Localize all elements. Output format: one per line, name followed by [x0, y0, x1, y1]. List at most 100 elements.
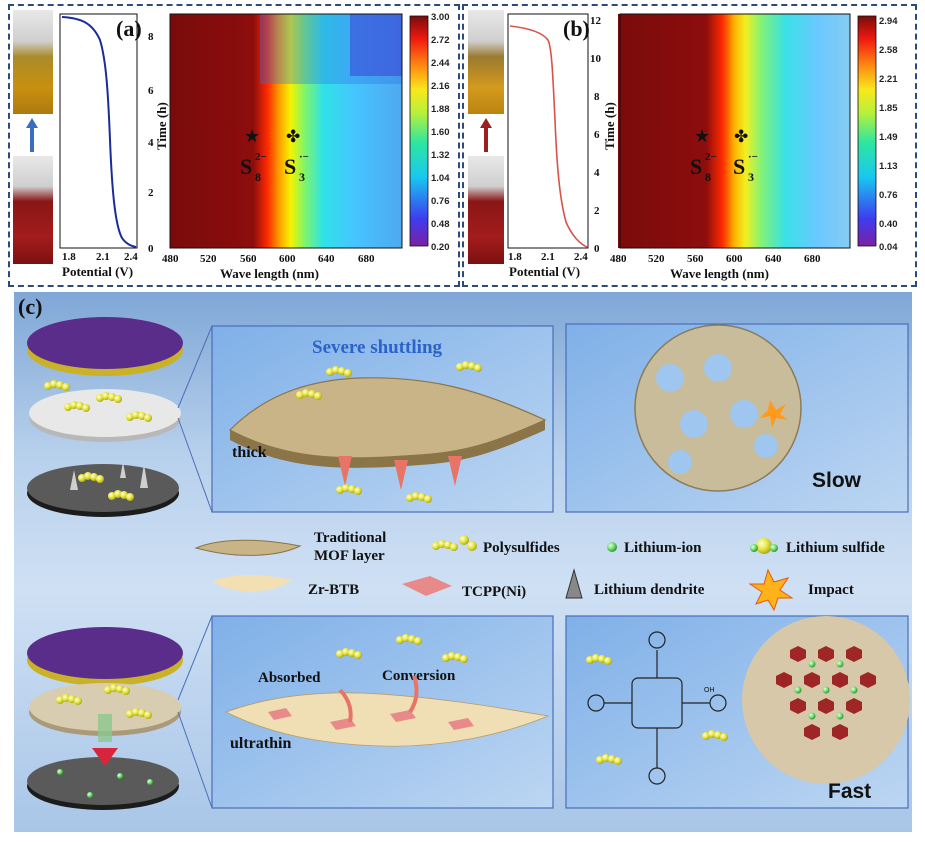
panel-b-species-1-sup: 2− — [705, 151, 717, 163]
panel-a-frame — [8, 4, 460, 287]
legend-lithium-sulfide-icon — [750, 538, 778, 554]
panel-a-photo-top — [13, 10, 53, 114]
panel-a-cb-tick-7: 1.04 — [431, 173, 450, 184]
panel-a-cb-tick-5: 1.60 — [431, 127, 450, 138]
panel-b-species-2-sup: ·− — [748, 151, 758, 163]
panel-b-species-2: S 3 ·− — [733, 151, 758, 184]
panel-b-ytick-3: 6 — [594, 129, 600, 141]
panel-b-label: (b) — [563, 16, 590, 41]
panel-a-ytick-2: 4 — [148, 137, 154, 149]
panel-a-species-1-sup: 2− — [255, 151, 267, 163]
panel-b-yticks: 0 2 4 6 8 10 12 — [590, 15, 602, 255]
panel-a-map-xlabel: Wave length (nm) — [220, 266, 319, 281]
panel-b-ytick-5: 10 — [590, 53, 602, 65]
molecule-oh-group: OH — [704, 687, 715, 694]
legend: Traditional MOF layer Polysulfides Lithi… — [194, 530, 885, 612]
panel-a-map-xtick-2: 560 — [240, 253, 257, 265]
panel-b-star-icon: ★ — [694, 126, 710, 146]
panel-b-curve-xtick-1: 2.1 — [541, 251, 555, 263]
panel-b-cb-tick-0: 2.94 — [879, 16, 898, 27]
panel-a-curve-xtick-0: 1.8 — [62, 251, 76, 263]
panel-a-arrow-up-icon — [26, 118, 38, 152]
severe-shuttling-title: Severe shuttling — [312, 337, 443, 358]
ultrathin-label: ultrathin — [230, 735, 291, 752]
panel-b-cb-tick-6: 0.76 — [879, 190, 898, 201]
legend-lithium-ion: Lithium-ion — [624, 540, 702, 556]
panel-b-curve-xtick-2: 2.4 — [574, 251, 588, 263]
legend-polysulfides-icon — [432, 535, 477, 551]
panel-b-clover-icon: ✤ — [734, 127, 748, 146]
panel-b-ytick-2: 4 — [594, 167, 600, 179]
panel-a-cb-tick-3: 2.16 — [431, 81, 450, 92]
panel-a-colorbar-ticks: 3.00 2.72 2.44 2.16 1.88 1.60 1.32 1.04 … — [431, 12, 450, 253]
panel-a-ytick-1: 2 — [148, 187, 154, 199]
panel-b-species-1-sub: 8 — [705, 170, 711, 184]
panel-b-map-xtick-1: 520 — [648, 253, 665, 265]
panel-b-species-2-base: S — [733, 154, 745, 179]
panel-a-cb-tick-1: 2.72 — [431, 35, 450, 46]
panel-b-cb-tick-2: 2.21 — [879, 74, 898, 85]
panel-b-curve-xtick-0: 1.8 — [508, 251, 522, 263]
panel-a-yticks: 0 2 4 6 8 — [148, 31, 154, 255]
slow-label: Slow — [812, 469, 862, 492]
panel-b-cb-tick-1: 2.58 — [879, 45, 898, 56]
panel-b-cb-tick-8: 0.04 — [879, 242, 898, 253]
panel-a-map-xtick-3: 600 — [279, 253, 296, 265]
panel-b-map-xtick-0: 480 — [610, 253, 627, 265]
panel-a-clover-icon: ✤ — [286, 127, 300, 146]
legend-mof-icon — [194, 539, 302, 556]
panel-b-colorbar-ticks: 2.94 2.58 2.21 1.85 1.49 1.13 0.76 0.40 … — [879, 16, 898, 253]
panel-b-discharge-curve — [509, 25, 588, 248]
panel-b-map-xtick-2: 560 — [687, 253, 704, 265]
panel-b-curve-xticks: 1.8 2.1 2.4 — [508, 251, 588, 263]
legend-lithium-sulfide: Lithium sulfide — [786, 540, 885, 556]
panel-b-curve-xlabel: Potential (V) — [509, 264, 580, 279]
panel-a-curve-xlabel: Potential (V) — [62, 264, 133, 279]
panel-b-cb-tick-3: 1.85 — [879, 103, 898, 114]
panel-a-cb-tick-8: 0.76 — [431, 196, 450, 207]
panel-b-cb-tick-7: 0.40 — [879, 219, 898, 230]
panel-b-heatmap — [618, 14, 850, 248]
panel-a-colorbar — [409, 15, 429, 247]
panel-b-ytick-6: 12 — [590, 15, 602, 27]
thick-label: thick — [232, 444, 267, 461]
panel-b-species-1-base: S — [690, 154, 702, 179]
panel-c-label: (c) — [18, 294, 42, 319]
panel-b-species-1: S 8 2− — [690, 151, 717, 184]
panel-b-cb-tick-5: 1.13 — [879, 161, 898, 172]
panel-a-map-xtick-5: 680 — [358, 253, 375, 265]
legend-mof-line1: Traditional — [314, 530, 386, 546]
panel-a-cb-tick-6: 1.32 — [431, 150, 450, 161]
panel-a-species-1-base: S — [240, 154, 252, 179]
legend-zr-btb-icon — [212, 575, 292, 592]
panel-a-cb-tick-9: 0.48 — [431, 219, 450, 230]
panel-b-map-xtick-5: 680 — [804, 253, 821, 265]
legend-dendrite-icon — [565, 568, 583, 599]
panel-b-map-xtick-4: 640 — [765, 253, 782, 265]
panel-b-frame — [462, 4, 917, 287]
panel-a-map-xtick-1: 520 — [200, 253, 217, 265]
panel-a-cb-tick-0: 3.00 — [431, 12, 450, 23]
panel-a-label: (a) — [116, 16, 142, 41]
panel-a-ytick-0: 0 — [148, 243, 154, 255]
ultrathin-layer — [224, 692, 550, 747]
panel-a-photo-bottom — [13, 156, 53, 264]
legend-impact: Impact — [808, 582, 854, 598]
fast-pore-grid — [776, 646, 876, 740]
panel-a-ylabel: Time (h) — [154, 102, 169, 150]
panel-a-species-1-sub: 8 — [255, 170, 261, 184]
tcpp-molecule — [587, 631, 727, 785]
fast-label: Fast — [828, 780, 871, 803]
panel-a-species-2-sub: 3 — [299, 170, 305, 184]
panel-a-b-plots: 1.8 2.1 2.4 Potential (V) 0 2 4 6 8 Time… — [59, 12, 898, 281]
panel-a-map-xtick-4: 640 — [318, 253, 335, 265]
panel-b-cb-tick-4: 1.49 — [879, 132, 898, 143]
panel-a-star-icon: ★ — [244, 126, 260, 146]
panel-a-species-2-sup: ·− — [299, 151, 309, 163]
panel-a-ytick-4: 8 — [148, 31, 154, 43]
legend-tcpp: TCPP(Ni) — [462, 584, 526, 600]
panel-a-species-1: S 8 2− — [240, 151, 267, 184]
conversion-label: Conversion — [382, 668, 456, 684]
panel-a-curve-xticks: 1.8 2.1 2.4 — [62, 251, 138, 263]
